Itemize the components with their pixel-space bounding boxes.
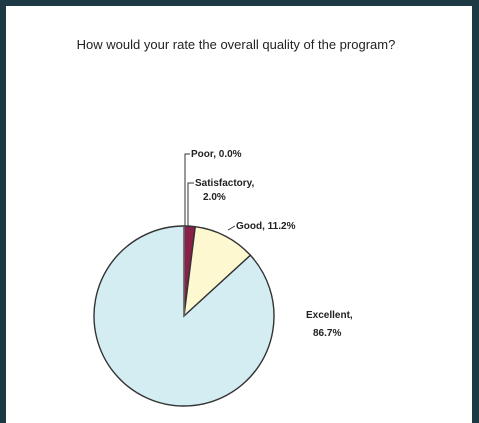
slice-label-good: Good, 11.2%: [236, 221, 296, 232]
callout-leaders: [184, 153, 236, 231]
leader-line-satisfactory: [187, 182, 194, 227]
slice-label-poor: Poor, 0.0%: [191, 149, 242, 160]
pie-slice-good: [183, 225, 252, 318]
chart-title: How would your rate the overall quality …: [76, 37, 396, 52]
slice-label-satisfactory-line1: Satisfactory,: [195, 178, 255, 189]
slice-label-satisfactory-line2: 2.0%: [203, 192, 226, 203]
slice-label-excellent-line2: 86.7%: [313, 328, 341, 339]
pie-slices: [93, 225, 275, 407]
leader-line-good: [227, 225, 236, 231]
slice-label-excellent-line1: Excellent,: [306, 310, 353, 321]
leader-line-poor: [184, 153, 190, 226]
